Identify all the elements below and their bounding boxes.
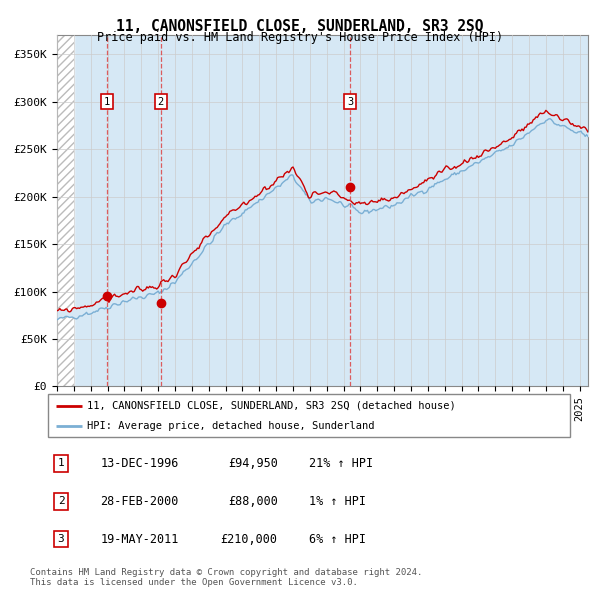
Text: 6% ↑ HPI: 6% ↑ HPI (309, 533, 366, 546)
Text: 3: 3 (347, 97, 353, 107)
Text: 3: 3 (58, 534, 64, 544)
FancyBboxPatch shape (48, 394, 570, 437)
Text: 2: 2 (158, 97, 164, 107)
Text: Contains HM Land Registry data © Crown copyright and database right 2024.
This d: Contains HM Land Registry data © Crown c… (30, 568, 422, 587)
Text: Price paid vs. HM Land Registry's House Price Index (HPI): Price paid vs. HM Land Registry's House … (97, 31, 503, 44)
Text: £88,000: £88,000 (228, 494, 278, 507)
Text: 2: 2 (58, 496, 64, 506)
Text: 1: 1 (58, 458, 64, 468)
Text: £210,000: £210,000 (221, 533, 278, 546)
Text: 28-FEB-2000: 28-FEB-2000 (100, 494, 179, 507)
Text: 21% ↑ HPI: 21% ↑ HPI (309, 457, 373, 470)
Text: £94,950: £94,950 (228, 457, 278, 470)
Text: 1: 1 (104, 97, 110, 107)
Text: 13-DEC-1996: 13-DEC-1996 (100, 457, 179, 470)
Bar (57, 35, 74, 386)
Text: 11, CANONSFIELD CLOSE, SUNDERLAND, SR3 2SQ: 11, CANONSFIELD CLOSE, SUNDERLAND, SR3 2… (116, 19, 484, 34)
Text: 1% ↑ HPI: 1% ↑ HPI (309, 494, 366, 507)
Text: 11, CANONSFIELD CLOSE, SUNDERLAND, SR3 2SQ (detached house): 11, CANONSFIELD CLOSE, SUNDERLAND, SR3 2… (87, 401, 456, 411)
Text: HPI: Average price, detached house, Sunderland: HPI: Average price, detached house, Sund… (87, 421, 374, 431)
Text: 19-MAY-2011: 19-MAY-2011 (100, 533, 179, 546)
Bar (57, 35, 74, 386)
